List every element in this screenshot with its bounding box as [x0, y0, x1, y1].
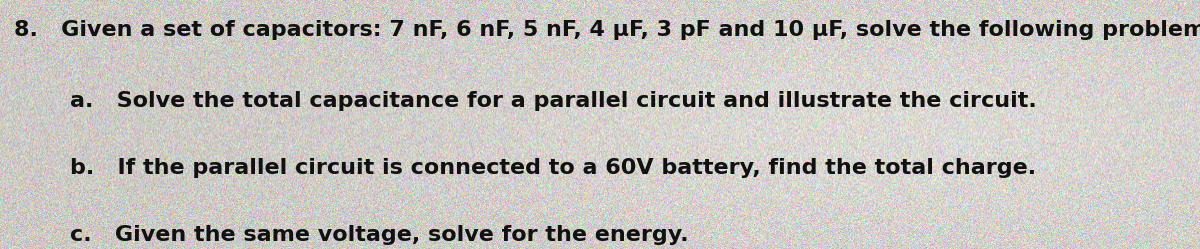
- Text: 8.   Given a set of capacitors: 7 nF, 6 nF, 5 nF, 4 μF, 3 pF and 10 μF, solve th: 8. Given a set of capacitors: 7 nF, 6 nF…: [14, 20, 1200, 40]
- Text: b.   If the parallel circuit is connected to a 60V battery, find the total charg: b. If the parallel circuit is connected …: [70, 158, 1036, 178]
- Text: a.   Solve the total capacitance for a parallel circuit and illustrate the circu: a. Solve the total capacitance for a par…: [70, 91, 1037, 111]
- Text: c.   Given the same voltage, solve for the energy.: c. Given the same voltage, solve for the…: [70, 225, 689, 245]
